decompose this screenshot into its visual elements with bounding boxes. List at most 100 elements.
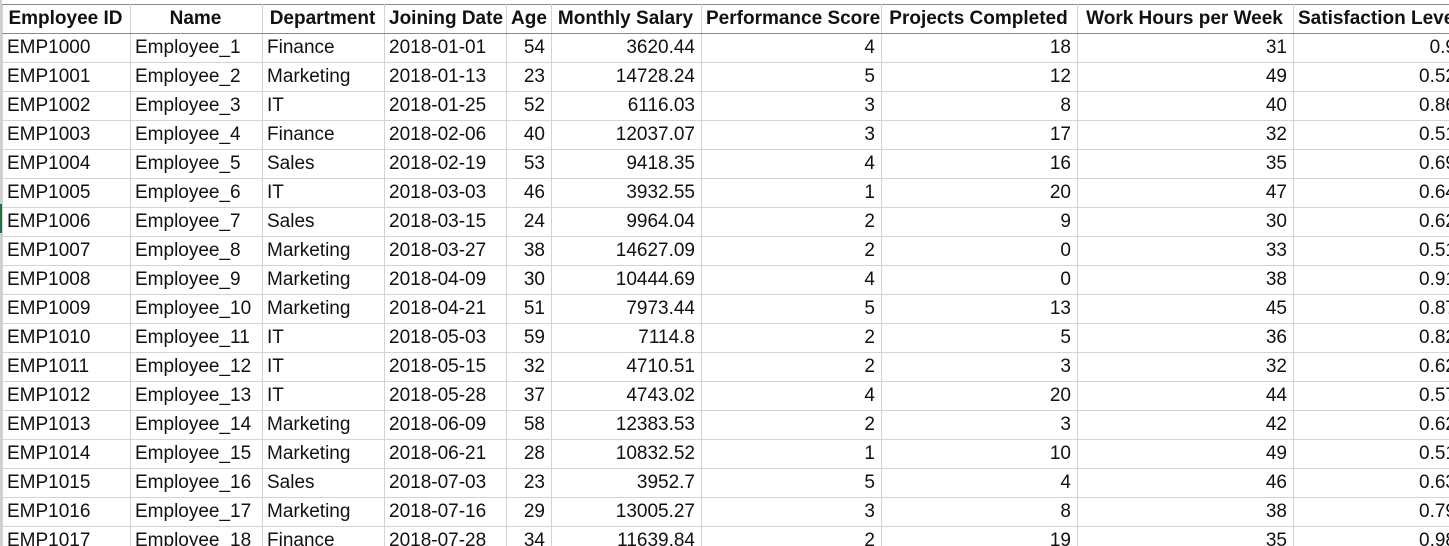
cell-projects-completed[interactable]: 12 [881, 62, 1078, 92]
cell-monthly-salary[interactable]: 9964.04 [551, 207, 702, 237]
cell-projects-completed[interactable]: 16 [881, 149, 1078, 179]
cell-monthly-salary[interactable]: 12037.07 [551, 120, 702, 150]
cell-work-hours[interactable]: 35 [1077, 149, 1294, 179]
cell-employee-id[interactable]: EMP1005 [2, 178, 131, 208]
cell-employee-id[interactable]: EMP1009 [2, 294, 131, 324]
cell-name[interactable]: Employee_4 [130, 120, 263, 150]
cell-department[interactable]: Marketing [262, 265, 385, 295]
column-header-employee-id[interactable]: Employee ID [2, 4, 131, 34]
cell-joining-date[interactable]: 2018-03-15 [384, 207, 507, 237]
cell-employee-id[interactable]: EMP1011 [2, 352, 131, 382]
cell-monthly-salary[interactable]: 4710.51 [551, 352, 702, 382]
cell-employee-id[interactable]: EMP1003 [2, 120, 131, 150]
cell-department[interactable]: IT [262, 381, 385, 411]
cell-employee-id[interactable]: EMP1001 [2, 62, 131, 92]
cell-satisfaction-level[interactable]: 0.79 [1293, 497, 1449, 527]
cell-employee-id[interactable]: EMP1008 [2, 265, 131, 295]
cell-performance-score[interactable]: 1 [701, 178, 882, 208]
column-header-performance-score[interactable]: Performance Score [701, 4, 882, 34]
cell-name[interactable]: Employee_13 [130, 381, 263, 411]
cell-monthly-salary[interactable]: 11639.84 [551, 526, 702, 546]
cell-monthly-salary[interactable]: 9418.35 [551, 149, 702, 179]
cell-work-hours[interactable]: 49 [1077, 439, 1294, 469]
cell-joining-date[interactable]: 2018-03-27 [384, 236, 507, 266]
cell-performance-score[interactable]: 4 [701, 33, 882, 63]
cell-joining-date[interactable]: 2018-01-01 [384, 33, 507, 63]
cell-department[interactable]: Marketing [262, 294, 385, 324]
cell-monthly-salary[interactable]: 14728.24 [551, 62, 702, 92]
cell-employee-id[interactable]: EMP1004 [2, 149, 131, 179]
cell-satisfaction-level[interactable]: 0.57 [1293, 381, 1449, 411]
cell-satisfaction-level[interactable]: 0.62 [1293, 207, 1449, 237]
cell-work-hours[interactable]: 32 [1077, 352, 1294, 382]
cell-work-hours[interactable]: 38 [1077, 497, 1294, 527]
column-header-monthly-salary[interactable]: Monthly Salary [551, 4, 702, 34]
cell-projects-completed[interactable]: 4 [881, 468, 1078, 498]
cell-projects-completed[interactable]: 13 [881, 294, 1078, 324]
cell-performance-score[interactable]: 2 [701, 526, 882, 546]
cell-monthly-salary[interactable]: 6116.03 [551, 91, 702, 121]
cell-age[interactable]: 30 [506, 265, 552, 295]
cell-age[interactable]: 23 [506, 62, 552, 92]
cell-name[interactable]: Employee_18 [130, 526, 263, 546]
cell-name[interactable]: Employee_7 [130, 207, 263, 237]
cell-employee-id[interactable]: EMP1012 [2, 381, 131, 411]
cell-age[interactable]: 38 [506, 236, 552, 266]
cell-age[interactable]: 23 [506, 468, 552, 498]
cell-age[interactable]: 24 [506, 207, 552, 237]
cell-satisfaction-level[interactable]: 0.98 [1293, 526, 1449, 546]
cell-department[interactable]: Marketing [262, 62, 385, 92]
cell-name[interactable]: Employee_15 [130, 439, 263, 469]
cell-employee-id[interactable]: EMP1013 [2, 410, 131, 440]
cell-age[interactable]: 53 [506, 149, 552, 179]
cell-performance-score[interactable]: 3 [701, 91, 882, 121]
cell-joining-date[interactable]: 2018-01-25 [384, 91, 507, 121]
cell-department[interactable]: Finance [262, 120, 385, 150]
cell-performance-score[interactable]: 1 [701, 439, 882, 469]
cell-work-hours[interactable]: 35 [1077, 526, 1294, 546]
cell-projects-completed[interactable]: 10 [881, 439, 1078, 469]
cell-employee-id[interactable]: EMP1015 [2, 468, 131, 498]
cell-performance-score[interactable]: 5 [701, 62, 882, 92]
cell-satisfaction-level[interactable]: 0.52 [1293, 62, 1449, 92]
cell-work-hours[interactable]: 33 [1077, 236, 1294, 266]
cell-projects-completed[interactable]: 19 [881, 526, 1078, 546]
cell-satisfaction-level[interactable]: 0.86 [1293, 91, 1449, 121]
cell-performance-score[interactable]: 5 [701, 468, 882, 498]
cell-performance-score[interactable]: 5 [701, 294, 882, 324]
column-header-joining-date[interactable]: Joining Date [384, 4, 507, 34]
cell-projects-completed[interactable]: 8 [881, 497, 1078, 527]
cell-name[interactable]: Employee_5 [130, 149, 263, 179]
cell-work-hours[interactable]: 31 [1077, 33, 1294, 63]
cell-employee-id[interactable]: EMP1017 [2, 526, 131, 546]
cell-projects-completed[interactable]: 20 [881, 381, 1078, 411]
cell-joining-date[interactable]: 2018-06-09 [384, 410, 507, 440]
cell-joining-date[interactable]: 2018-07-28 [384, 526, 507, 546]
cell-projects-completed[interactable]: 0 [881, 236, 1078, 266]
cell-work-hours[interactable]: 36 [1077, 323, 1294, 353]
cell-performance-score[interactable]: 3 [701, 120, 882, 150]
cell-monthly-salary[interactable]: 12383.53 [551, 410, 702, 440]
cell-name[interactable]: Employee_2 [130, 62, 263, 92]
cell-joining-date[interactable]: 2018-04-09 [384, 265, 507, 295]
cell-department[interactable]: Marketing [262, 439, 385, 469]
column-header-name[interactable]: Name [130, 4, 263, 34]
cell-age[interactable]: 34 [506, 526, 552, 546]
cell-name[interactable]: Employee_11 [130, 323, 263, 353]
cell-performance-score[interactable]: 4 [701, 149, 882, 179]
cell-work-hours[interactable]: 44 [1077, 381, 1294, 411]
cell-satisfaction-level[interactable]: 0.51 [1293, 439, 1449, 469]
cell-satisfaction-level[interactable]: 0.91 [1293, 265, 1449, 295]
cell-monthly-salary[interactable]: 7114.8 [551, 323, 702, 353]
cell-age[interactable]: 29 [506, 497, 552, 527]
cell-employee-id[interactable]: EMP1016 [2, 497, 131, 527]
cell-department[interactable]: IT [262, 323, 385, 353]
cell-satisfaction-level[interactable]: 0.51 [1293, 236, 1449, 266]
cell-satisfaction-level[interactable]: 0.9 [1293, 33, 1449, 63]
cell-joining-date[interactable]: 2018-05-15 [384, 352, 507, 382]
cell-performance-score[interactable]: 4 [701, 381, 882, 411]
cell-department[interactable]: Finance [262, 526, 385, 546]
cell-department[interactable]: Marketing [262, 236, 385, 266]
cell-monthly-salary[interactable]: 10832.52 [551, 439, 702, 469]
cell-department[interactable]: Sales [262, 468, 385, 498]
